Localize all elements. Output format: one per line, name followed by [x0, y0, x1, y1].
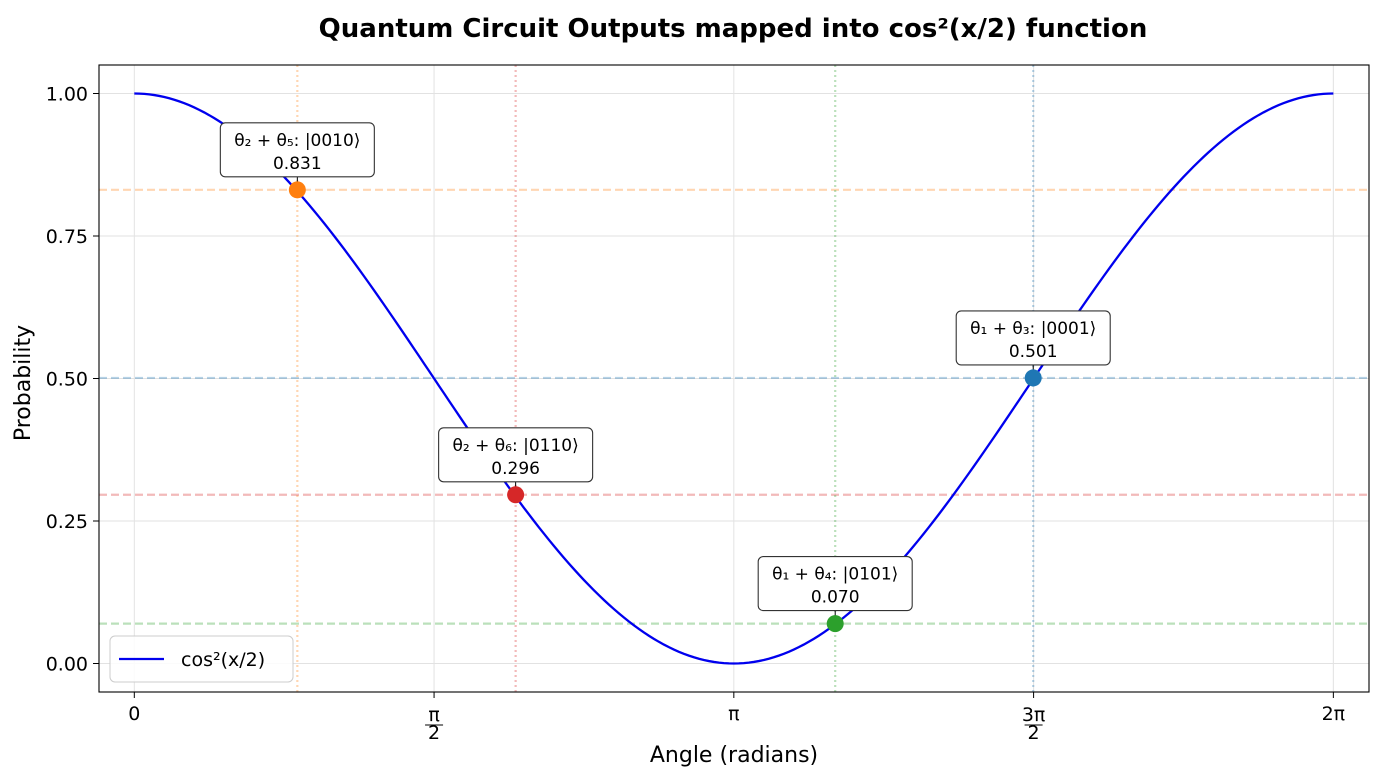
y-tick-label: 0.25	[46, 511, 88, 533]
y-axis-ticks: 0.00 0.25 0.50 0.75 1.00	[46, 84, 99, 676]
annotation-3: θ₁ + θ₃: |0001⟩ 0.501	[955, 310, 1111, 378]
data-points: θ₂ + θ₅: |0010⟩ 0.831 θ₂ + θ₆: |0110⟩ 0.296…	[219, 122, 1111, 633]
annotation-value: 0.296	[491, 459, 540, 479]
data-point	[1024, 369, 1042, 387]
annotation-value: 0.501	[1009, 342, 1058, 362]
chart-title: Quantum Circuit Outputs mapped into cos²…	[319, 14, 1148, 44]
y-tick-label: 1.00	[46, 84, 88, 106]
legend-box	[109, 635, 294, 683]
series-line-cos2	[134, 92, 1334, 665]
legend: cos²(x/2)	[109, 635, 294, 683]
annotation-1: θ₂ + θ₆: |0110⟩ 0.296	[438, 427, 594, 495]
annotation-box	[955, 310, 1111, 366]
legend-label: cos²(x/2)	[181, 649, 265, 671]
x-tick-label-denominator: 2	[428, 722, 440, 744]
x-tick-label-numerator: π	[428, 704, 439, 726]
y-axis-label: Probability	[11, 325, 36, 441]
annotation-box	[219, 122, 375, 178]
y-tick-label: 0.50	[46, 369, 88, 391]
annotation-0: θ₂ + θ₅: |0010⟩ 0.831	[219, 122, 375, 190]
y-tick-label: 0.00	[46, 654, 88, 676]
annotation-label: θ₂ + θ₆: |0110⟩	[453, 436, 579, 456]
data-point	[288, 181, 306, 199]
x-tick-label: 2π	[1322, 703, 1346, 725]
x-tick-label: π	[728, 703, 739, 725]
annotation-2: θ₁ + θ₄: |0101⟩ 0.070	[757, 556, 913, 624]
data-point	[826, 615, 844, 633]
data-point	[507, 486, 525, 504]
annotation-value: 0.070	[811, 588, 860, 608]
y-tick-label: 0.75	[46, 226, 88, 248]
x-tick-label-numerator: 3π	[1022, 704, 1046, 726]
annotation-box	[438, 427, 594, 483]
x-axis-label: Angle (radians)	[650, 743, 818, 768]
annotation-label: θ₂ + θ₅: |0010⟩	[234, 131, 360, 151]
annotation-box	[757, 556, 913, 612]
x-tick-label: 0	[128, 703, 140, 725]
annotation-value: 0.831	[273, 154, 322, 174]
reference-lines	[99, 65, 1369, 692]
annotation-label: θ₁ + θ₃: |0001⟩	[970, 319, 1096, 339]
annotation-label: θ₁ + θ₄: |0101⟩	[772, 565, 898, 585]
x-tick-label-denominator: 2	[1028, 722, 1040, 744]
